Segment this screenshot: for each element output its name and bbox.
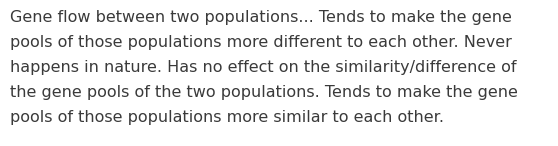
Text: the gene pools of the two populations. Tends to make the gene: the gene pools of the two populations. T… bbox=[10, 85, 518, 100]
Text: Gene flow between two populations... Tends to make the gene: Gene flow between two populations... Ten… bbox=[10, 10, 512, 25]
Text: happens in nature. Has no effect on the similarity/difference of: happens in nature. Has no effect on the … bbox=[10, 60, 517, 75]
Text: pools of those populations more similar to each other.: pools of those populations more similar … bbox=[10, 110, 444, 125]
Text: pools of those populations more different to each other. Never: pools of those populations more differen… bbox=[10, 35, 512, 50]
